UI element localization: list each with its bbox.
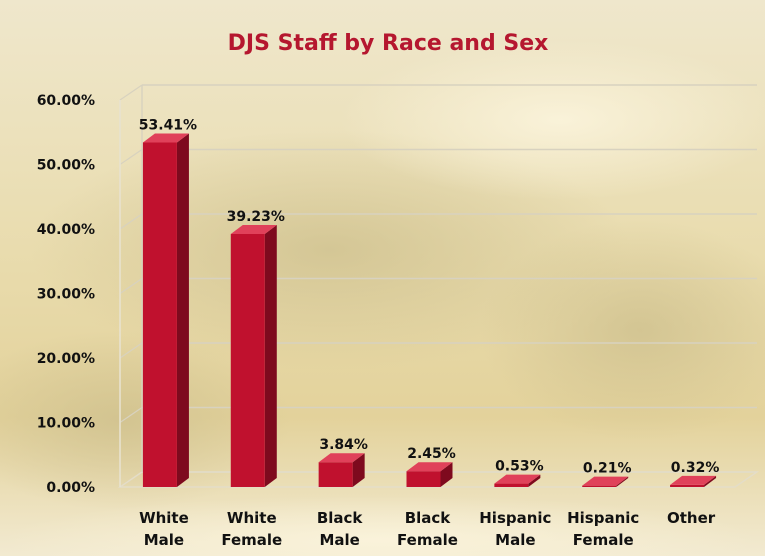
bar-front bbox=[670, 484, 705, 487]
chart-floor bbox=[117, 471, 760, 488]
bar-front bbox=[230, 233, 265, 487]
x-tick-label: White Female bbox=[221, 509, 282, 549]
bar-side bbox=[704, 475, 717, 487]
x-tick-label: Black Male bbox=[317, 509, 364, 549]
x-tick-label: Hispanic Female bbox=[567, 509, 639, 549]
bar-top bbox=[406, 462, 453, 472]
bar-front bbox=[406, 471, 441, 487]
bar-top bbox=[318, 453, 365, 463]
bar bbox=[670, 475, 717, 487]
bar-front bbox=[318, 462, 353, 487]
x-tick-labels: White Male White Female Black Male Black Female… bbox=[139, 509, 716, 549]
bar-side bbox=[264, 224, 277, 488]
x-tick-label: White Male bbox=[139, 509, 189, 549]
bar-side bbox=[616, 476, 629, 487]
bar-front bbox=[582, 485, 617, 487]
bar-top bbox=[494, 474, 541, 484]
gridline-depth bbox=[119, 278, 143, 294]
x-tick-label: Other bbox=[667, 509, 716, 527]
bar bbox=[230, 224, 277, 488]
data-label: 0.53% bbox=[495, 459, 544, 475]
bar-side bbox=[352, 453, 365, 487]
gridline-depth bbox=[119, 407, 143, 423]
axes bbox=[117, 85, 760, 488]
data-label: 3.84% bbox=[319, 437, 368, 453]
x-tick-label: Black Female bbox=[397, 509, 458, 549]
bar-front bbox=[142, 142, 177, 487]
gridline-depth bbox=[119, 84, 143, 101]
bar-side bbox=[176, 133, 189, 487]
bar bbox=[318, 453, 365, 487]
data-labels: 53.41% 39.23% 3.84% 2.45% 0.53% 0.21% 0.32% bbox=[139, 118, 720, 477]
y-tick-label: 0.00% bbox=[46, 480, 95, 496]
y-tick-label: 20.00% bbox=[37, 351, 95, 367]
bar-top bbox=[142, 133, 189, 143]
y-tick-label: 60.00% bbox=[37, 93, 95, 109]
y-tick-label: 50.00% bbox=[37, 158, 95, 174]
bar-side bbox=[528, 474, 541, 487]
gridline-depth bbox=[119, 342, 143, 359]
y-tick-label: 40.00% bbox=[37, 222, 95, 238]
chart-title: DJS Staff by Race and Sex bbox=[228, 31, 549, 56]
bar-top bbox=[230, 224, 277, 234]
bar-front bbox=[494, 483, 529, 487]
data-label: 39.23% bbox=[227, 209, 285, 225]
gridline-depth bbox=[119, 213, 143, 230]
bar-top bbox=[670, 475, 717, 485]
data-label: 2.45% bbox=[407, 446, 456, 462]
bar-side bbox=[440, 462, 453, 487]
data-label: 0.21% bbox=[583, 461, 632, 477]
bar bbox=[494, 474, 541, 487]
x-tick-label: Hispanic Male bbox=[479, 509, 551, 549]
y-tick-labels: 0.00% 10.00% 20.00% 30.00% 40.00% 50.00% 60.00… bbox=[37, 93, 95, 496]
data-label: 0.32% bbox=[671, 460, 720, 476]
y-tick-label: 10.00% bbox=[37, 416, 95, 432]
bars bbox=[142, 133, 717, 488]
bar bbox=[582, 476, 629, 487]
bar bbox=[406, 462, 453, 487]
y-tick-label: 30.00% bbox=[37, 287, 95, 303]
bar bbox=[142, 133, 189, 487]
data-label: 53.41% bbox=[139, 118, 197, 134]
bar-top bbox=[582, 476, 629, 486]
gridline-depth bbox=[119, 149, 143, 165]
